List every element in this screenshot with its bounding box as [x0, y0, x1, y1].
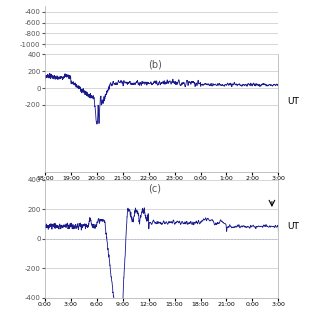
Text: UT: UT	[288, 222, 300, 231]
Text: (b): (b)	[148, 59, 162, 69]
Text: (c): (c)	[148, 183, 161, 193]
Text: UT: UT	[288, 97, 300, 106]
